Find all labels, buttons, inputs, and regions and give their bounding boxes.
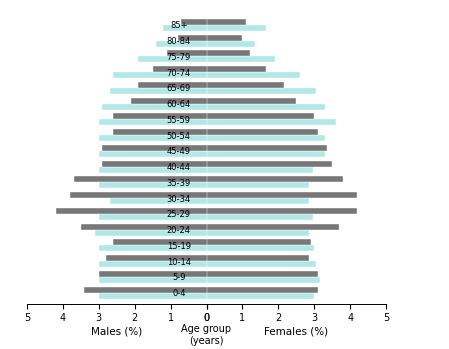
- Bar: [207, 88, 316, 94]
- Bar: [207, 135, 325, 141]
- Bar: [207, 151, 325, 157]
- Bar: [207, 245, 314, 251]
- Bar: [74, 177, 207, 183]
- Bar: [99, 261, 207, 267]
- Bar: [110, 88, 207, 94]
- Bar: [99, 214, 207, 220]
- Bar: [207, 98, 296, 104]
- Bar: [81, 224, 207, 230]
- Bar: [207, 104, 325, 110]
- Bar: [99, 167, 207, 173]
- Bar: [70, 192, 207, 198]
- Bar: [99, 135, 207, 141]
- X-axis label: Females (%): Females (%): [264, 326, 328, 336]
- Bar: [153, 66, 207, 72]
- Bar: [207, 167, 313, 173]
- Bar: [207, 239, 311, 245]
- Bar: [207, 224, 339, 230]
- Bar: [207, 66, 266, 72]
- Bar: [56, 208, 207, 214]
- X-axis label: Males (%): Males (%): [91, 326, 142, 336]
- Bar: [207, 113, 314, 119]
- Bar: [207, 72, 300, 78]
- Bar: [106, 255, 207, 261]
- Bar: [131, 98, 207, 104]
- Bar: [138, 57, 207, 62]
- Bar: [178, 35, 207, 41]
- Bar: [207, 57, 275, 62]
- Bar: [207, 230, 309, 236]
- Bar: [113, 239, 207, 245]
- Bar: [207, 277, 320, 283]
- Bar: [163, 25, 207, 31]
- Bar: [181, 19, 207, 25]
- Bar: [207, 51, 250, 57]
- Bar: [207, 119, 336, 125]
- Bar: [110, 198, 207, 204]
- Bar: [167, 51, 207, 57]
- Bar: [207, 261, 316, 267]
- Bar: [99, 245, 207, 251]
- Bar: [207, 198, 309, 204]
- Bar: [207, 287, 318, 292]
- Bar: [99, 183, 207, 188]
- Bar: [207, 177, 343, 183]
- Bar: [113, 72, 207, 78]
- Bar: [207, 271, 318, 277]
- Bar: [207, 255, 309, 261]
- Bar: [113, 113, 207, 119]
- Text: Age group
(years): Age group (years): [181, 324, 232, 346]
- Bar: [102, 104, 207, 110]
- Bar: [138, 82, 207, 88]
- Bar: [99, 277, 207, 283]
- Bar: [102, 161, 207, 167]
- Bar: [113, 129, 207, 135]
- Bar: [207, 82, 284, 88]
- Bar: [207, 19, 246, 25]
- Bar: [207, 192, 357, 198]
- Bar: [207, 183, 309, 188]
- Bar: [207, 208, 357, 214]
- Bar: [84, 287, 207, 292]
- Bar: [207, 35, 242, 41]
- Bar: [99, 119, 207, 125]
- Bar: [207, 214, 313, 220]
- Bar: [207, 25, 266, 31]
- Bar: [99, 271, 207, 277]
- Bar: [156, 41, 207, 47]
- Bar: [207, 292, 314, 299]
- Bar: [99, 292, 207, 299]
- Bar: [207, 161, 332, 167]
- Bar: [207, 145, 327, 151]
- Bar: [102, 145, 207, 151]
- Bar: [207, 129, 318, 135]
- Bar: [99, 151, 207, 157]
- Bar: [95, 230, 207, 236]
- Bar: [207, 41, 255, 47]
